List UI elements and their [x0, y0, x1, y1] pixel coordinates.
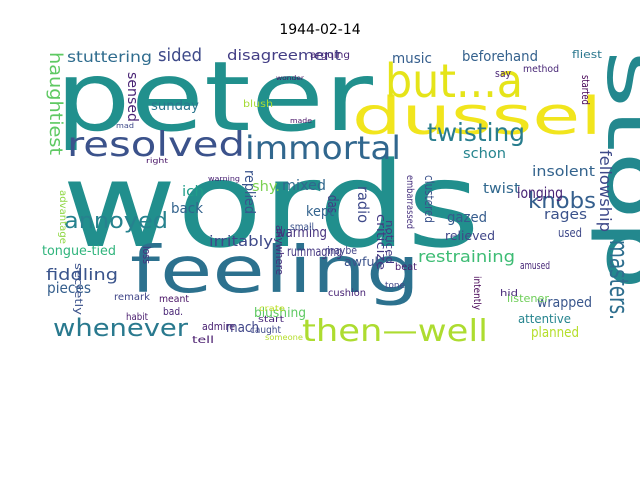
- word-70: intently: [471, 276, 482, 310]
- word-44: awful: [344, 255, 378, 269]
- word-89: warning: [208, 175, 240, 183]
- word-6: resolved: [67, 125, 245, 165]
- word-21: sensed: [124, 72, 140, 122]
- word-16: stuttering: [67, 48, 152, 66]
- word-34: rages: [544, 207, 587, 223]
- word-61: method: [523, 64, 559, 75]
- word-65: blush: [243, 99, 273, 110]
- word-3: stop: [589, 50, 640, 290]
- word-69: small: [290, 222, 314, 233]
- word-88: right: [146, 157, 168, 165]
- word-80: tone: [385, 281, 405, 291]
- word-39: restraining: [418, 247, 515, 266]
- word-45: pieces: [47, 279, 91, 297]
- word-82: crate: [259, 304, 285, 313]
- word-56: listener: [507, 292, 549, 305]
- word-23: shy.: [252, 179, 280, 195]
- word-83: someone: [265, 333, 303, 342]
- word-25: schon: [463, 146, 506, 162]
- word-64: started: [579, 75, 592, 105]
- word-17: sided: [158, 45, 202, 66]
- word-4: dussel: [352, 87, 602, 147]
- word-66: embarrassed: [404, 175, 415, 229]
- word-41: fiddling: [46, 265, 118, 284]
- word-60: arguing: [310, 50, 350, 61]
- word-43: maybe: [325, 244, 357, 257]
- word-26: insolent: [532, 164, 596, 180]
- word-62: fliest: [572, 48, 603, 61]
- word-10: whenever: [53, 314, 188, 342]
- word-2: feeling: [130, 234, 420, 308]
- chart-title: 1944-02-14: [279, 22, 361, 38]
- word-51: criticize: [374, 214, 388, 270]
- word-19: music: [392, 51, 432, 67]
- word-57: secretly: [72, 263, 85, 316]
- word-14: fellowship: [596, 150, 615, 232]
- word-87: mad: [116, 122, 134, 130]
- word-7: immortal: [245, 129, 401, 167]
- word-84: hid: [500, 289, 518, 299]
- word-79: cushion: [328, 288, 366, 299]
- word-22: sunday: [151, 99, 199, 114]
- word-18: disagreement: [227, 48, 342, 64]
- word-54: used: [558, 226, 582, 240]
- word-76: caught: [250, 325, 281, 336]
- word-73: bad.: [163, 305, 183, 318]
- word-53: relieved: [445, 229, 495, 243]
- word-12: masters.: [603, 240, 633, 320]
- word-35: gazed: [447, 210, 487, 226]
- word-85: made: [290, 117, 312, 125]
- word-49: mach: [226, 320, 259, 336]
- word-46: wrapped: [537, 295, 592, 311]
- word-24: mixed: [282, 178, 326, 194]
- word-55: amused: [520, 259, 550, 272]
- word-30: das: [324, 195, 340, 213]
- word-13: knobs: [528, 189, 596, 214]
- word-40: tongue-tied: [42, 244, 116, 259]
- word-71: beat: [395, 262, 417, 273]
- word-8: twisting: [427, 118, 525, 147]
- word-42: rummaging: [287, 245, 342, 260]
- word-15: haughtiest: [45, 52, 66, 155]
- word-0: peter: [55, 41, 374, 153]
- word-86: wonder: [276, 75, 305, 82]
- word-68: anywhere: [273, 225, 286, 275]
- word-20: beforehand: [462, 49, 538, 65]
- word-36: kept: [306, 204, 334, 220]
- word-50: blushing: [254, 306, 306, 321]
- word-72: remark: [114, 292, 150, 303]
- word-28: back: [171, 201, 204, 217]
- word-29: replied: [241, 170, 257, 214]
- word-58: advantage: [57, 190, 68, 244]
- word-11: then—well: [302, 314, 488, 349]
- word-77: meant: [159, 294, 189, 305]
- word-31: radio: [354, 186, 372, 223]
- word-27: ich: [182, 184, 204, 200]
- word-1: words: [62, 136, 480, 274]
- word-63: say: [495, 67, 511, 80]
- word-47: attentive: [518, 312, 571, 326]
- word-48: planned: [531, 325, 579, 341]
- word-81: start: [258, 315, 285, 325]
- word-32: twist: [483, 181, 521, 197]
- word-75: tell: [192, 335, 214, 346]
- word-37: warming: [276, 225, 327, 241]
- word-5: but...a: [385, 54, 523, 108]
- word-78: habit: [126, 312, 148, 323]
- word-52: clustered: [422, 175, 436, 223]
- word-67: noticed: [383, 220, 396, 264]
- word-9: annoyed: [64, 209, 168, 234]
- word-74: admire: [202, 320, 235, 333]
- word-59: loss: [140, 246, 153, 264]
- word-38: irritably: [209, 234, 273, 250]
- word-33: longing: [517, 184, 563, 202]
